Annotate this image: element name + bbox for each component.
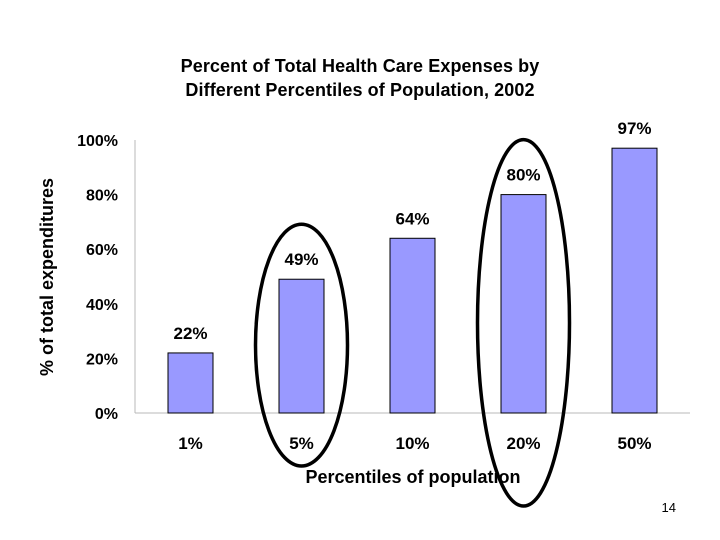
data-labels: 22% 49% 64% 80% 97% [173,119,651,343]
chart-title-line-2: Different Percentiles of Population, 200… [185,80,535,100]
data-label-20pct: 80% [506,166,540,185]
chart-title-line-1: Percent of Total Health Care Expenses by [180,56,540,76]
data-label-10pct: 64% [395,209,429,228]
y-tick-label: 80% [86,188,118,205]
highlight-ellipse-20pct [475,137,572,508]
category-label-10pct: 10% [395,434,429,453]
y-axis-title: % of total expenditures [37,178,57,376]
bars [167,147,658,414]
x-axis-title: Percentiles of population [305,467,520,487]
y-tick-label: 40% [86,297,118,314]
data-label-50pct: 97% [617,119,651,138]
slide-number: 14 [661,500,676,515]
category-label-5pct: 5% [289,434,314,453]
category-labels: 1% 5% 10% 20% 50% [178,434,651,453]
category-label-20pct: 20% [506,434,540,453]
data-label-1pct: 22% [173,324,207,343]
y-tick-label: 100% [77,133,118,150]
y-tick-label: 60% [86,242,118,259]
y-tick-labels: 0% 20% 40% 60% 80% 100% [77,133,118,423]
bar-5pct [278,278,325,414]
highlight-ellipse-5pct [253,222,350,468]
bar-1pct [167,352,214,414]
y-tick-label: 20% [86,351,118,368]
bar-20pct [500,194,547,414]
category-label-1pct: 1% [178,434,203,453]
highlight-ellipses [253,137,572,508]
category-label-50pct: 50% [617,434,651,453]
bar-10pct [389,237,436,414]
data-label-5pct: 49% [284,250,318,269]
bar-50pct [611,147,658,414]
y-tick-label: 0% [95,406,118,423]
